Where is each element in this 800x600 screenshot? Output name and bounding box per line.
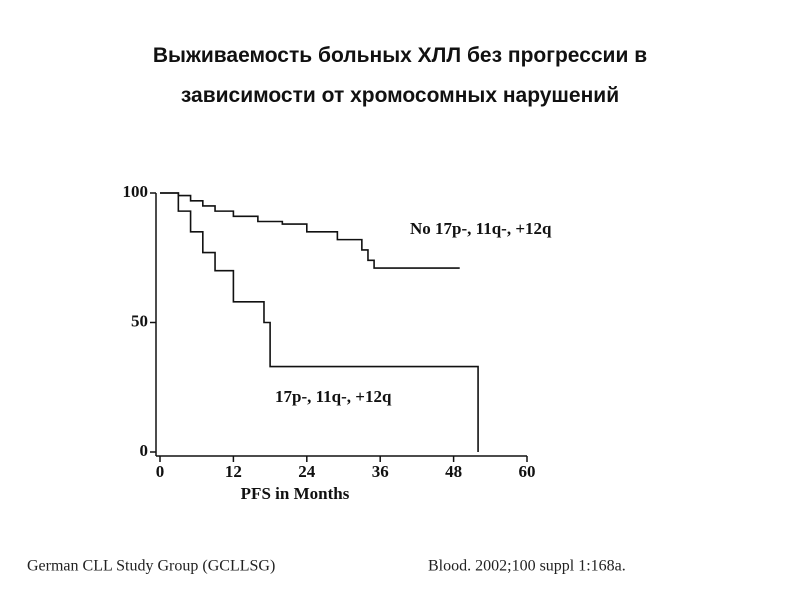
x-axis-label: PFS in Months <box>241 484 350 503</box>
source-left: German CLL Study Group (GCLLSG) <box>27 558 275 575</box>
x-tick-label: 48 <box>445 462 462 481</box>
series-label: No 17p-, 11q-, +12q <box>410 219 552 238</box>
x-tick-label: 24 <box>298 462 316 481</box>
source-right: Blood. 2002;100 suppl 1:168a. <box>428 558 626 575</box>
y-tick-label: 50 <box>131 311 148 330</box>
slide-title: Выживаемость больных ХЛЛ без прогрессии … <box>153 44 647 107</box>
series-label: 17p-, 11q-, +12q <box>275 387 392 406</box>
survival-curve <box>160 192 479 452</box>
x-tick-label: 60 <box>519 462 536 481</box>
y-tick-label: 0 <box>140 441 149 460</box>
y-tick-label: 100 <box>123 182 149 201</box>
x-tick-label: 36 <box>372 462 389 481</box>
x-tick-label: 12 <box>225 462 242 481</box>
survival-curve <box>160 192 460 269</box>
x-tick-label: 0 <box>156 462 165 481</box>
